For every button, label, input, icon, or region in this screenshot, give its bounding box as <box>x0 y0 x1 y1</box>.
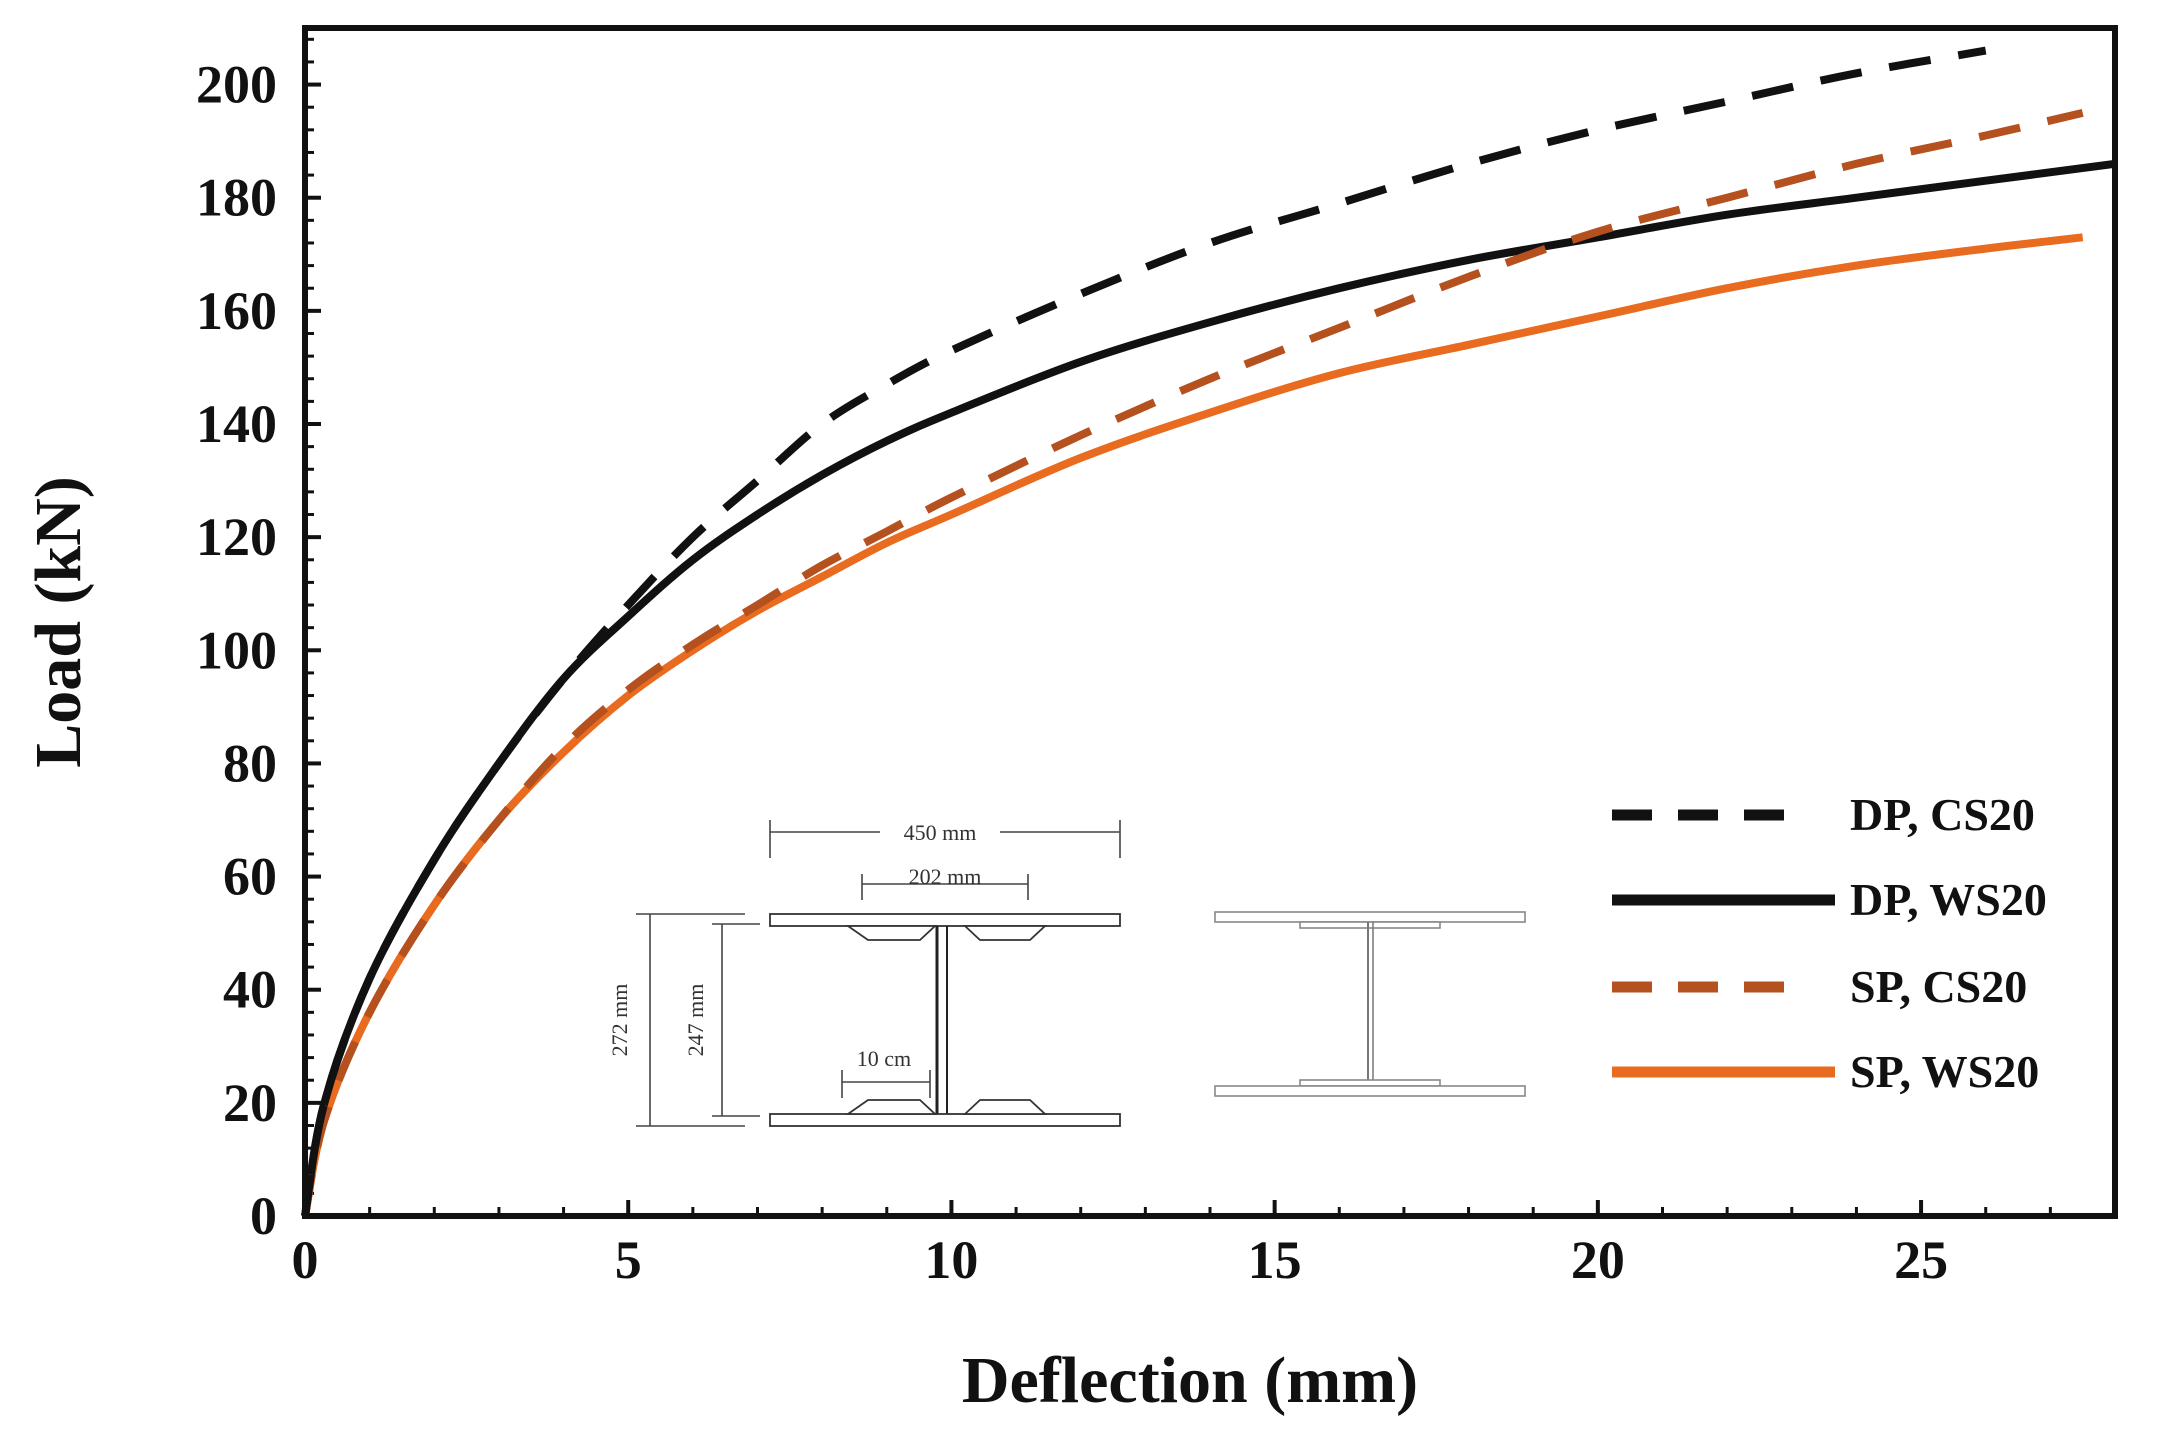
top-plate-right <box>962 925 1048 941</box>
top-flange <box>769 913 1121 927</box>
y-tick-label: 80 <box>223 733 277 793</box>
y-tick-label: 200 <box>196 55 277 115</box>
dim-10cm-label: 10 cm <box>857 1046 911 1071</box>
legend-item-sp-ws20: SP, WS20 <box>1612 1046 2039 1097</box>
bottom-flange <box>769 1113 1121 1127</box>
y-tick-label: 180 <box>196 168 277 228</box>
cross-section-double-plate: 450 mm 202 mm 272 mm 247 mm 10 cm <box>607 816 1121 1127</box>
cross-section-single-plate <box>1214 911 1526 1097</box>
y-tick-label: 40 <box>223 960 277 1020</box>
y-tick-label: 140 <box>196 394 277 454</box>
y-tick-label: 20 <box>223 1073 277 1133</box>
x-tick-label: 0 <box>292 1230 319 1290</box>
y-tick-label: 120 <box>196 507 277 567</box>
sp-top-flange <box>1214 911 1526 923</box>
series-line-dp-ws20 <box>301 159 2116 1217</box>
legend-label-dp-ws20: DP, WS20 <box>1850 874 2047 925</box>
series-lines <box>301 46 2116 1217</box>
x-tick-label: 25 <box>1894 1230 1948 1290</box>
x-axis-title: Deflection (mm) <box>962 1344 1418 1417</box>
bottom-plate-left <box>845 1099 938 1115</box>
dim-450-mask <box>880 816 1000 844</box>
y-tick-label: 60 <box>223 847 277 907</box>
legend-item-sp-cs20: SP, CS20 <box>1612 961 2027 1012</box>
x-tick-label: 15 <box>1248 1230 1302 1290</box>
legend: DP, CS20 DP, WS20 SP, CS20 SP, WS20 <box>1612 789 2047 1097</box>
bottom-plate-right <box>962 1099 1048 1115</box>
dim-450-label: 450 mm <box>904 820 977 845</box>
tick-labels: 0 5 10 15 20 25 0 20 40 60 80 100 120 140 160 180 200 <box>196 55 1948 1290</box>
y-axis-title: Load (kN) <box>22 476 95 768</box>
series-line-sp-cs20 <box>301 109 2084 1217</box>
dim-272-label: 272 mm <box>607 984 632 1057</box>
sp-bottom-plate <box>1299 1079 1441 1087</box>
sp-bottom-flange <box>1214 1085 1526 1097</box>
legend-label-dp-cs20: DP, CS20 <box>1850 789 2035 840</box>
y-tick-label: 100 <box>196 620 277 680</box>
sp-top-plate <box>1299 921 1441 929</box>
x-tick-label: 5 <box>615 1230 642 1290</box>
legend-item-dp-cs20: DP, CS20 <box>1612 789 2035 840</box>
y-tick-label: 160 <box>196 281 277 341</box>
y-tick-label: 0 <box>250 1186 277 1246</box>
legend-label-sp-cs20: SP, CS20 <box>1850 961 2027 1012</box>
dim-202-label: 202 mm <box>909 864 982 889</box>
series-line-dp-cs20 <box>301 46 1987 1217</box>
legend-label-sp-ws20: SP, WS20 <box>1850 1046 2039 1097</box>
legend-item-dp-ws20: DP, WS20 <box>1612 874 2047 925</box>
top-plate-left <box>845 925 938 941</box>
x-tick-label: 10 <box>924 1230 978 1290</box>
plot-frame <box>302 25 2118 1219</box>
x-tick-label: 20 <box>1571 1230 1625 1290</box>
dim-247-label: 247 mm <box>683 984 708 1057</box>
